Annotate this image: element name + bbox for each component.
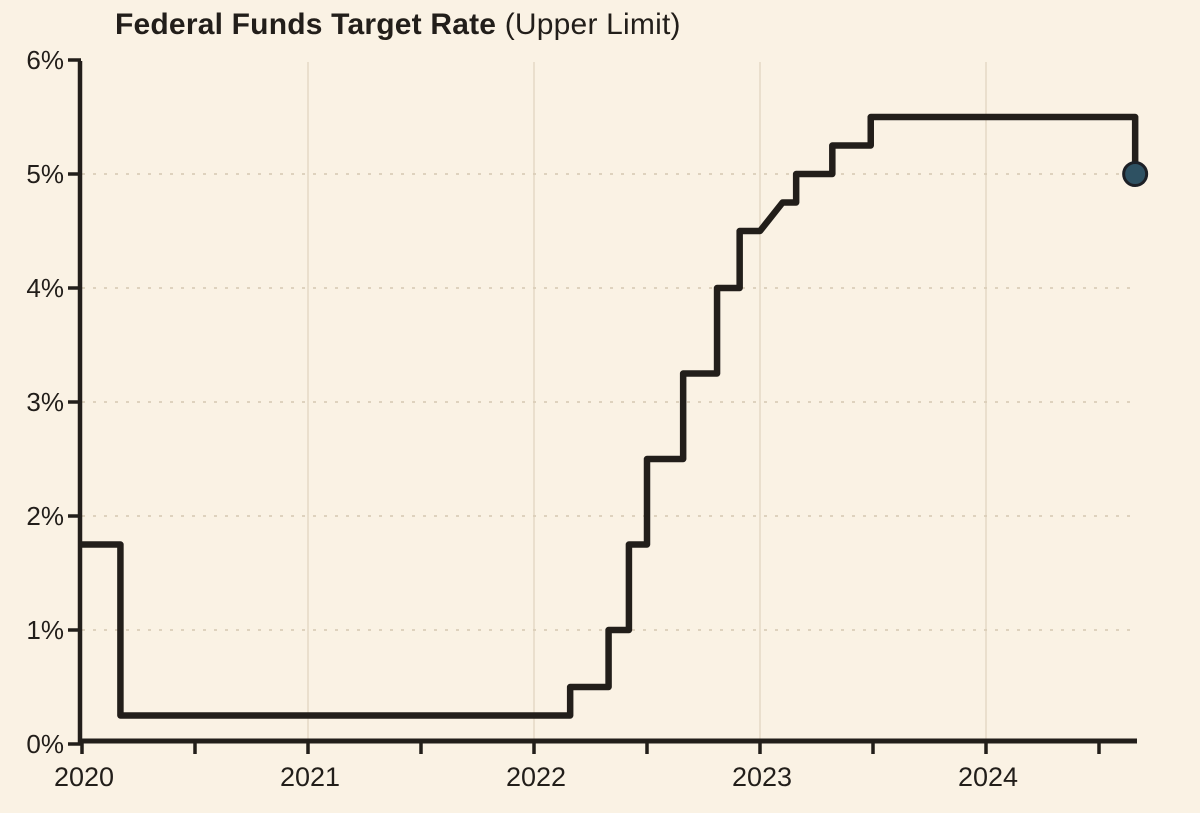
- x-tick-label: 2022: [506, 762, 566, 792]
- y-tick-label: 6%: [26, 45, 64, 75]
- chart-title-suffix: (Upper Limit): [504, 8, 681, 41]
- y-tick-label: 4%: [26, 273, 64, 303]
- x-tick-label: 2021: [280, 762, 340, 792]
- latest-value-dot: [1122, 161, 1149, 187]
- chart-title: Federal Funds Target Rate (Upper Limit): [115, 8, 681, 42]
- x-tick-label: 2020: [54, 762, 114, 792]
- chart-title-main: Federal Funds Target Rate: [115, 8, 497, 41]
- y-tick-label: 1%: [26, 615, 64, 645]
- y-tick-label: 5%: [26, 159, 64, 189]
- y-tick-label: 0%: [26, 729, 64, 759]
- x-tick-label: 2023: [732, 762, 792, 792]
- y-tick-label: 2%: [26, 501, 64, 531]
- x-tick-label: 2024: [958, 762, 1018, 792]
- y-tick-label: 3%: [26, 387, 64, 417]
- rate-step-line: [78, 113, 1139, 719]
